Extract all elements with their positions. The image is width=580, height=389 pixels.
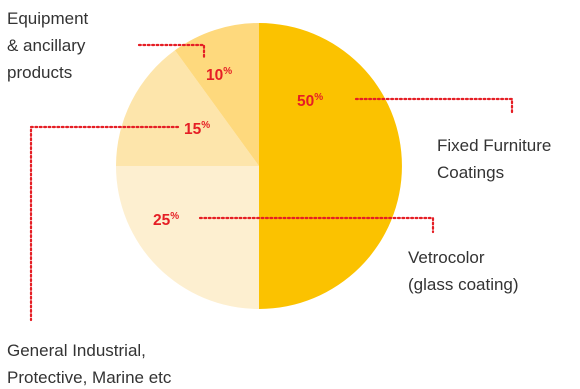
category-label-vetrocolor: Vetrocolor (glass coating) (408, 248, 519, 294)
pie-slice-vetrocolor (116, 166, 259, 309)
pie-slice-equipment (174, 23, 259, 166)
percent-label-fixed-furniture: 50% (297, 92, 323, 110)
category-label-fixed-furniture: Fixed Furniture Coatings (437, 136, 556, 182)
percent-label-equipment: 10% (206, 66, 232, 84)
category-label-equipment: Equipment & ancillary products (7, 9, 93, 82)
leader-line-equipment (137, 43, 206, 60)
leader-line-fixed-furniture (354, 97, 514, 114)
percent-label-vetrocolor: 25% (153, 211, 179, 229)
leader-line-vetrocolor (198, 216, 435, 234)
percent-label-general-industrial: 15% (184, 120, 210, 138)
pie-slice-fixed-furniture (259, 23, 402, 309)
leader-line-general-industrial (29, 125, 180, 322)
category-label-general-industrial: General Industrial, Protective, Marine e… (7, 341, 172, 387)
pie-slice-general-industrial (116, 50, 259, 167)
pie-slices (116, 23, 402, 309)
